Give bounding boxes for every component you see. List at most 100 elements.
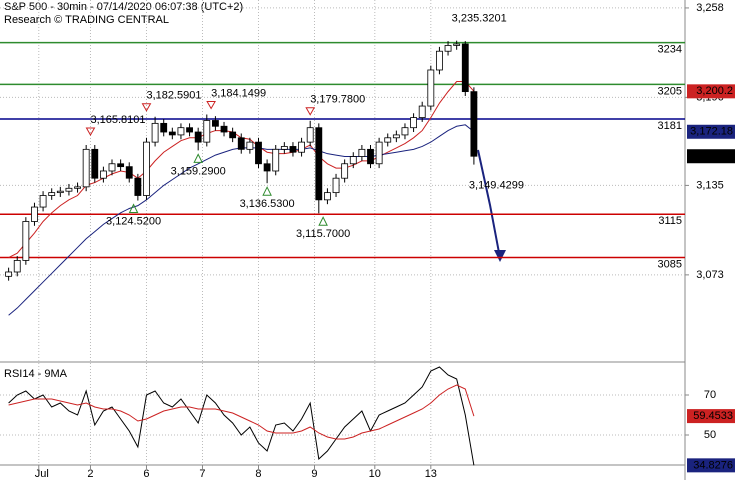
x-tick-label: 2: [87, 468, 93, 480]
candle-body: [220, 125, 228, 133]
annotation-label: 3,179.7800: [310, 94, 365, 106]
candle-body: [151, 122, 159, 143]
level-label: 3205: [658, 85, 682, 97]
candle-body: [48, 192, 56, 196]
candle-body: [211, 120, 219, 127]
price-tag: 3,155.22: [690, 150, 733, 162]
x-tick-label: 6: [143, 468, 149, 480]
candle-body: [349, 156, 357, 165]
low-marker: [318, 216, 328, 226]
high-marker: [206, 100, 216, 110]
candle-body: [427, 69, 435, 107]
candle-body: [31, 206, 38, 222]
candle-body: [99, 170, 107, 179]
candle-body: [272, 148, 280, 172]
candle-body: [56, 190, 64, 194]
rsi-value-tag-box: [687, 409, 735, 424]
annotation-label: 3,235.3201: [452, 13, 507, 25]
candle-body: [401, 127, 409, 136]
candle-body: [461, 43, 469, 93]
candle-body: [177, 127, 185, 136]
chart-title: S&P 500 - 30min - 07/14/2020 06:07:38 (U…: [4, 1, 243, 13]
candle-body: [324, 192, 331, 201]
x-tick-label: 8: [255, 468, 261, 480]
projection-arrow: [477, 149, 501, 259]
candle-body: [358, 148, 366, 157]
rsi-title: RSI14 - 9MA: [4, 368, 68, 380]
candle-body: [117, 163, 125, 168]
annotation-label: 3,159.2900: [171, 165, 226, 177]
x-tick-label: 9: [311, 468, 317, 480]
x-tick-label: 10: [369, 468, 381, 480]
candle-body: [246, 141, 254, 150]
candle-body: [367, 148, 374, 165]
candle-body: [108, 163, 116, 172]
candle-body: [418, 105, 426, 118]
candle-body: [134, 177, 142, 196]
candle-body: [74, 186, 81, 189]
ma-value-tag: 3,172.18: [690, 126, 733, 138]
candle-body: [65, 187, 73, 192]
level-label: 3115: [658, 215, 682, 227]
level-label: 3181: [658, 120, 682, 132]
high-marker: [305, 107, 316, 116]
candle-body: [410, 117, 418, 129]
candle-body: [332, 177, 340, 194]
candle-body: [91, 148, 99, 179]
ma-value-tag: 3,200.2: [696, 85, 733, 97]
high-marker: [85, 127, 96, 136]
rsi-line: [8, 366, 475, 466]
rsi-line: [8, 384, 475, 440]
y-tick-label: 70: [704, 389, 716, 401]
y-tick-label: 3,258: [696, 2, 724, 14]
level-label: 3234: [658, 43, 682, 55]
candle-body: [5, 271, 13, 277]
candle-body: [444, 45, 452, 52]
y-tick-label: 3,073: [696, 269, 724, 281]
candle-body: [186, 127, 193, 133]
annotation-label: 3,182.5901: [146, 90, 201, 102]
low-marker: [128, 203, 139, 214]
annotation-label: 3,184.1499: [211, 87, 266, 99]
candle-body: [168, 131, 176, 136]
y-tick-label: 50: [704, 429, 716, 441]
candle-body: [125, 166, 133, 179]
candle-body: [255, 141, 262, 165]
candle-body: [384, 137, 392, 143]
candle-body: [82, 148, 90, 188]
candle-body: [315, 127, 323, 201]
candle-body: [470, 91, 478, 157]
candle-body: [289, 146, 297, 153]
low-marker: [262, 186, 272, 196]
annotation-label: 3,149.4299: [469, 179, 524, 191]
x-tick-label: Jul: [35, 468, 49, 480]
annotation-label: 3,165.8101: [90, 114, 145, 126]
y-tick-label: 3,135: [696, 179, 724, 191]
annotation-label: 3,115.7000: [296, 228, 350, 240]
candle-body: [237, 137, 245, 150]
rsi-value-tag: 59.4533: [693, 410, 733, 422]
price-tag-box: [687, 149, 735, 164]
candle-body: [160, 122, 168, 133]
candle-body: [453, 43, 461, 46]
candle-body: [306, 127, 314, 143]
candle-body: [263, 163, 271, 172]
high-marker: [141, 103, 152, 112]
rsi-value-tag-box: [687, 458, 735, 473]
candle-body: [375, 141, 383, 165]
candle-body: [280, 146, 288, 150]
x-tick-label: 7: [199, 468, 205, 480]
low-marker: [193, 153, 203, 163]
candle-body: [22, 221, 30, 261]
x-tick-label: 13: [425, 468, 437, 480]
candle-body: [341, 163, 349, 179]
projection-arrowhead: [494, 250, 506, 262]
annotation-label: 3,136.5300: [240, 198, 295, 210]
ma-value-tag-box: [687, 84, 735, 99]
annotation-label: 3,124.5200: [106, 215, 161, 227]
candle-body: [229, 131, 237, 139]
candle-body: [13, 260, 21, 273]
